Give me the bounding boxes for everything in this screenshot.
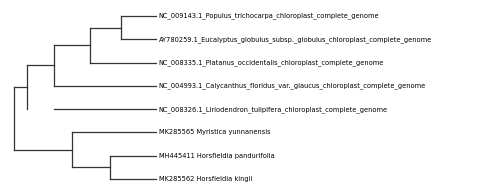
Text: AY780259.1_Eucalyptus_globulus_subsp._globulus_chloroplast_complete_genome: AY780259.1_Eucalyptus_globulus_subsp._gl…	[158, 36, 432, 43]
Text: NC_008326.1_Liriodendron_tulipifera_chloroplast_complete_genome: NC_008326.1_Liriodendron_tulipifera_chlo…	[158, 106, 388, 113]
Text: NC_009143.1_Populus_trichocarpa_chloroplast_complete_genome: NC_009143.1_Populus_trichocarpa_chloropl…	[158, 12, 380, 19]
Text: MK285565 Myristica yunnanensis: MK285565 Myristica yunnanensis	[158, 129, 270, 136]
Text: NC_004993.1_Calycanthus_floridus_var._glaucus_chloroplast_complete_genome: NC_004993.1_Calycanthus_floridus_var._gl…	[158, 82, 426, 89]
Text: MK285562 Horsfieldia kingii: MK285562 Horsfieldia kingii	[158, 176, 252, 182]
Text: NC_008335.1_Platanus_occidentalis_chloroplast_complete_genome: NC_008335.1_Platanus_occidentalis_chloro…	[158, 59, 384, 66]
Text: MH445411 Horsfieldia pandurifolia: MH445411 Horsfieldia pandurifolia	[158, 153, 274, 159]
